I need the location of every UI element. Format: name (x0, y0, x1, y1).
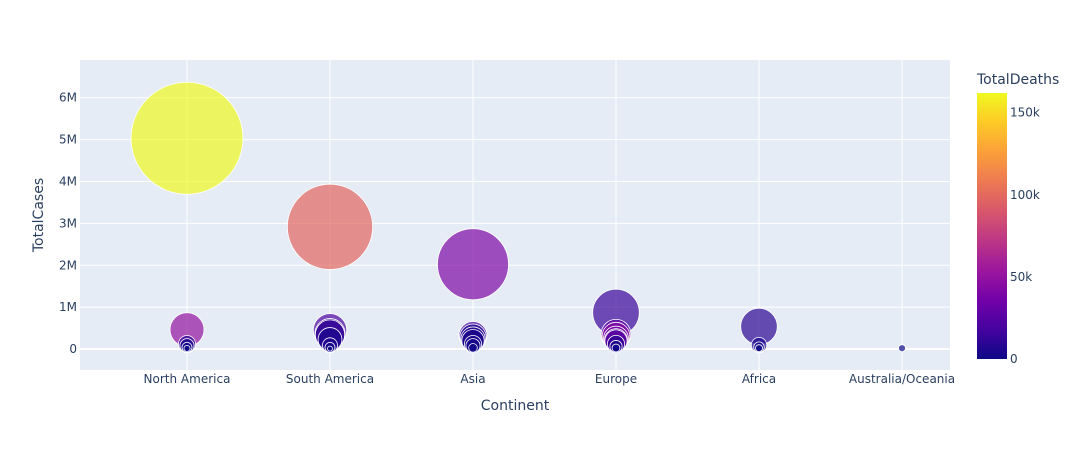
x-tick-label: Australia/Oceania (849, 372, 955, 386)
data-point (183, 344, 191, 352)
x-tick-label: Europe (595, 372, 637, 386)
points-layer (130, 81, 906, 354)
data-point (468, 343, 478, 353)
y-tick-label: 4M (59, 174, 77, 188)
colorbar-title: TotalDeaths (976, 72, 1059, 88)
x-tick-labels: North America South America Asia Europe Afri… (144, 372, 956, 386)
x-axis-title: Continent (481, 398, 550, 414)
y-tick-label: 1M (59, 300, 77, 314)
data-point (611, 343, 621, 353)
data-point (286, 183, 374, 270)
colorbar-ticks: 0 50k 100k 150k (1010, 106, 1040, 366)
y-tick-label: 5M (59, 133, 77, 147)
data-point (327, 345, 333, 352)
y-tick-label: 2M (59, 258, 77, 272)
y-tick-label: 3M (59, 216, 77, 230)
colorbar-tick-label: 100k (1010, 188, 1040, 202)
x-tick-label: Africa (742, 372, 776, 386)
y-tick-label: 6M (59, 91, 77, 105)
x-tick-label: North America (144, 372, 231, 386)
x-tick-label: Asia (460, 372, 485, 386)
y-tick-label: 0 (69, 342, 77, 356)
y-tick-labels: 0 1M 2M 3M 4M 5M 6M (59, 91, 77, 356)
y-axis-title: TotalCases (31, 178, 47, 253)
colorbar (977, 93, 1007, 359)
colorbar-tick-label: 0 (1010, 352, 1018, 366)
colorbar-tick-label: 150k (1010, 106, 1040, 120)
data-point (898, 344, 906, 353)
data-point (755, 344, 763, 353)
data-point (437, 228, 509, 301)
data-point (130, 81, 244, 195)
x-tick-label: South America (286, 372, 374, 386)
colorbar-tick-label: 50k (1010, 270, 1032, 284)
